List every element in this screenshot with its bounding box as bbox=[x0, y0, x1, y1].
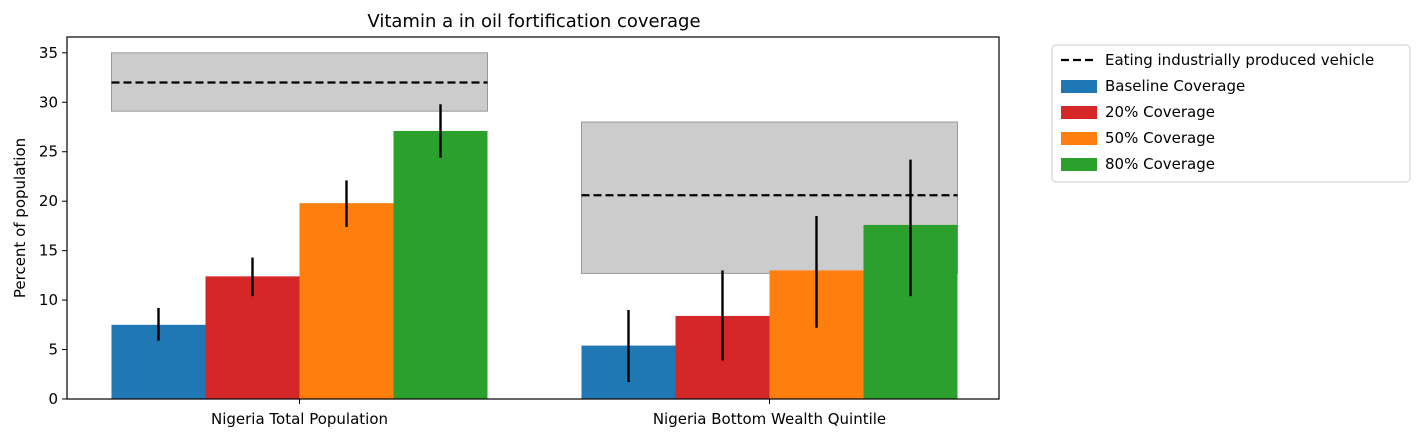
bar-50-coverage bbox=[299, 203, 394, 399]
legend-label: Eating industrially produced vehicle bbox=[1105, 51, 1374, 69]
legend-swatch bbox=[1061, 132, 1097, 145]
legend-swatch bbox=[1061, 80, 1097, 93]
y-tick-label: 10 bbox=[39, 291, 58, 309]
bar-20-coverage bbox=[205, 276, 300, 399]
legend-label: 50% Coverage bbox=[1105, 129, 1215, 147]
y-tick-label: 5 bbox=[48, 341, 58, 359]
x-tick-label: Nigeria Total Population bbox=[211, 410, 388, 428]
y-tick-label: 20 bbox=[39, 192, 58, 210]
y-tick-label: 15 bbox=[39, 242, 58, 260]
legend-swatch bbox=[1061, 158, 1097, 171]
y-tick-label: 35 bbox=[39, 44, 58, 62]
legend-label: Baseline Coverage bbox=[1105, 77, 1245, 95]
y-tick-label: 0 bbox=[48, 390, 58, 408]
legend-label: 20% Coverage bbox=[1105, 103, 1215, 121]
y-tick-label: 25 bbox=[39, 143, 58, 161]
legend-swatch bbox=[1061, 106, 1097, 119]
legend-box bbox=[1051, 44, 1411, 183]
x-tick-label: Nigeria Bottom Wealth Quintile bbox=[653, 410, 886, 428]
bar-80-coverage bbox=[393, 130, 488, 400]
y-axis-label: Percent of population bbox=[11, 138, 29, 298]
legend-label: 80% Coverage bbox=[1105, 155, 1215, 173]
plot-frame bbox=[66, 36, 1000, 400]
y-tick-label: 30 bbox=[39, 93, 58, 111]
chart-title: Vitamin a in oil fortification coverage bbox=[367, 11, 700, 32]
